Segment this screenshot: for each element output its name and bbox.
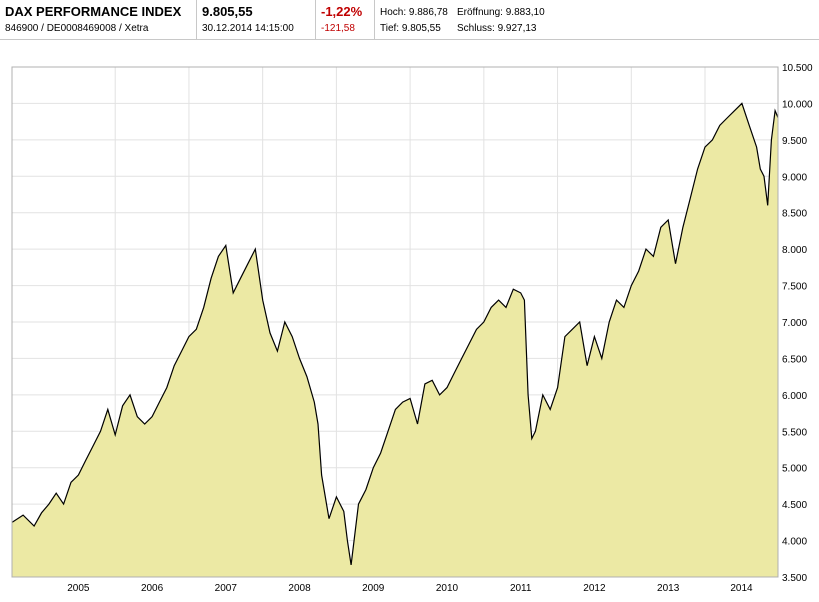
- x-tick-label: 2011: [510, 583, 532, 594]
- change-absolute: -121,58: [321, 23, 355, 34]
- change-cell: -1,22% -121,58: [316, 0, 374, 40]
- y-tick-label: 4.500: [782, 500, 807, 511]
- x-tick-label: 2008: [288, 583, 311, 594]
- y-tick-label: 6.000: [782, 391, 807, 402]
- price-area-fill: [12, 103, 778, 578]
- x-tick-label: 2014: [730, 583, 753, 594]
- previous-close: Schluss: 9.927,13: [457, 23, 537, 34]
- header-divider: [315, 0, 316, 40]
- header-divider: [374, 0, 375, 40]
- y-tick-label: 7.500: [782, 282, 807, 293]
- y-tick-label: 10.500: [782, 63, 813, 74]
- day-high: Hoch: 9.886,78: [380, 7, 448, 18]
- price-line: [11, 102, 779, 565]
- x-tick-label: 2007: [215, 583, 238, 594]
- day-low: Tief: 9.805,55: [380, 23, 441, 34]
- y-tick-label: 10.000: [782, 99, 813, 110]
- quote-header: DAX PERFORMANCE INDEX 846900 / DE0008469…: [0, 0, 819, 40]
- y-tick-label: 5.500: [782, 427, 807, 438]
- chart-area: 3.500 4.000 4.500 5.000 5.500 6.000 6.500 7.000…: [0, 40, 819, 597]
- price-cell: 9.805,55 30.12.2014 14:15:00: [197, 0, 315, 40]
- x-tick-label: 2009: [362, 583, 385, 594]
- last-price: 9.805,55: [202, 4, 253, 19]
- plot-frame: [11, 66, 779, 578]
- y-tick-label: 9.000: [782, 172, 807, 183]
- quote-datetime: 30.12.2014 14:15:00: [202, 23, 294, 34]
- index-name-cell: DAX PERFORMANCE INDEX 846900 / DE0008469…: [0, 0, 196, 40]
- y-tick-label: 6.500: [782, 354, 807, 365]
- y-tick-label: 7.000: [782, 318, 807, 329]
- x-tick-label: 2012: [583, 583, 606, 594]
- index-name: DAX PERFORMANCE INDEX: [5, 4, 182, 19]
- price-chart: 3.500 4.000 4.500 5.000 5.500 6.000 6.500 7.000…: [11, 63, 813, 594]
- y-axis: 3.500 4.000 4.500 5.000 5.500 6.000 6.500 7.000…: [782, 63, 813, 584]
- x-tick-label: 2006: [141, 583, 164, 594]
- y-tick-label: 3.500: [782, 573, 807, 584]
- open-price: Eröffnung: 9.883,10: [457, 7, 545, 18]
- y-tick-label: 8.000: [782, 245, 807, 256]
- y-tick-label: 5.000: [782, 464, 807, 475]
- x-tick-label: 2010: [436, 583, 459, 594]
- x-tick-label: 2013: [657, 583, 680, 594]
- index-id: 846900 / DE0008469008 / Xetra: [5, 23, 149, 34]
- header-divider: [196, 0, 197, 40]
- y-tick-label: 9.500: [782, 136, 807, 147]
- range-cell: Hoch: 9.886,78 Tief: 9.805,55 Eröffnung:…: [375, 0, 819, 40]
- x-axis: 2005 2006 2007 2008 2009 2010 2011 2012 2013 2014: [67, 583, 753, 594]
- x-tick-label: 2005: [67, 583, 90, 594]
- change-percent: -1,22%: [321, 4, 363, 19]
- y-tick-label: 4.000: [782, 537, 807, 548]
- y-tick-label: 8.500: [782, 209, 807, 220]
